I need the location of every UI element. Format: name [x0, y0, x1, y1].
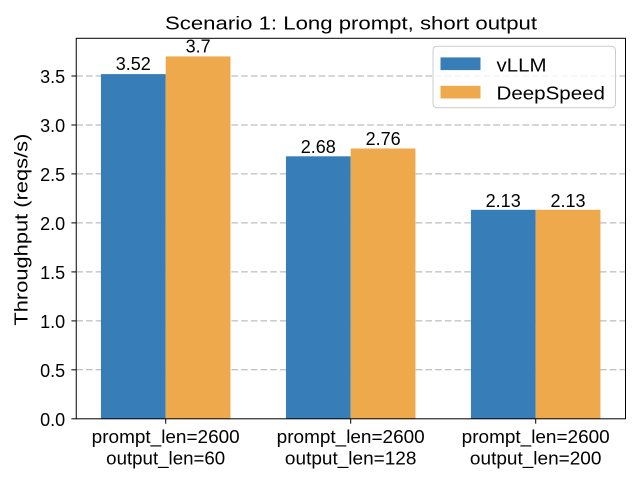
- svg-text:2.5: 2.5: [40, 165, 65, 185]
- svg-text:prompt_len=2600: prompt_len=2600: [277, 427, 425, 448]
- svg-text:output_len=60: output_len=60: [106, 449, 225, 470]
- svg-text:2.13: 2.13: [486, 191, 521, 211]
- svg-text:0.5: 0.5: [40, 361, 65, 381]
- svg-text:Scenario 1: Long prompt, short: Scenario 1: Long prompt, short output: [165, 14, 537, 34]
- svg-text:Throughput (reqs/s): Throughput (reqs/s): [12, 134, 32, 326]
- svg-text:prompt_len=2600: prompt_len=2600: [462, 427, 610, 448]
- svg-text:2.68: 2.68: [301, 137, 336, 157]
- svg-text:2.13: 2.13: [550, 191, 585, 211]
- svg-text:1.0: 1.0: [40, 312, 65, 332]
- svg-text:prompt_len=2600: prompt_len=2600: [92, 427, 240, 448]
- svg-text:3.52: 3.52: [116, 54, 151, 74]
- svg-text:0.0: 0.0: [40, 410, 65, 430]
- svg-text:3.5: 3.5: [40, 67, 65, 87]
- svg-text:output_len=128: output_len=128: [285, 449, 417, 470]
- svg-text:output_len=200: output_len=200: [470, 449, 602, 470]
- svg-text:vLLM: vLLM: [497, 55, 547, 75]
- svg-text:DeepSpeed: DeepSpeed: [497, 84, 606, 104]
- svg-text:1.5: 1.5: [40, 263, 65, 283]
- svg-text:3.7: 3.7: [186, 36, 211, 56]
- svg-text:3.0: 3.0: [40, 116, 65, 136]
- svg-text:2.76: 2.76: [366, 129, 401, 149]
- svg-text:2.0: 2.0: [40, 214, 65, 234]
